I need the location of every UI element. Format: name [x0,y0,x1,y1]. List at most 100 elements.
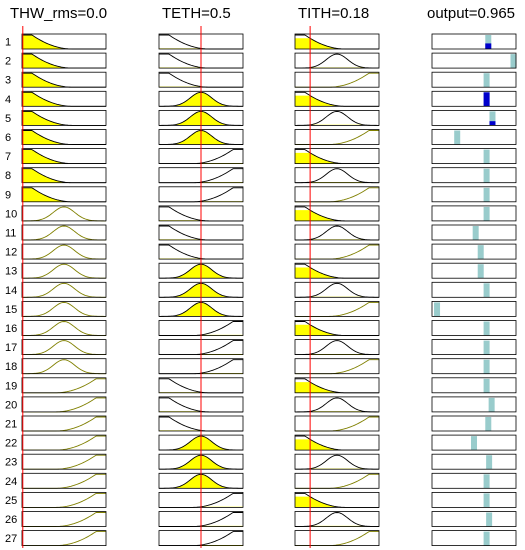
mf-box-thw [21,281,107,298]
mf-box-thw [21,300,107,317]
activation-fill [22,92,106,107]
rule-number: 25 [5,495,17,507]
rule-row-10: 10 [5,205,517,222]
membership-curve-high [295,187,379,203]
mf-box-tith [294,110,380,126]
rule-row-12: 12 [5,243,517,260]
activation-fill [22,187,106,202]
mf-box-tith [294,472,380,489]
output-box [431,377,517,394]
header-thw: THW_rms=0.0 [10,5,107,22]
rule-number: 22 [5,438,17,450]
activation-fill [295,439,379,451]
header-output: output=0.965 [427,5,515,22]
membership-curve-high [295,130,379,145]
membership-curve-high [22,531,106,547]
rule-row-15: 15 [5,300,517,317]
membership-curve-high [22,454,106,470]
output-box [431,472,517,489]
mf-box-tith [294,339,380,356]
rule-rows: 1234567891011121314151617181920212223242… [5,33,517,547]
activation-fill [22,168,106,183]
mf-box-thw [21,110,107,126]
rule-number: 19 [5,380,17,392]
output-bar [483,359,490,374]
mf-box-thw [21,377,107,394]
membership-curve-mid [295,110,379,126]
rule-row-18: 18 [5,358,517,375]
mf-box-tith [294,530,380,546]
rule-number: 4 [5,94,11,106]
rule-number: 5 [5,113,11,125]
rule-row-19: 19 [5,377,517,394]
activation-fill [295,496,379,508]
rule-number: 8 [5,170,11,182]
activation-fill [295,95,379,107]
mf-box-tith [294,300,380,317]
rule-row-20: 20 [5,396,517,413]
membership-curve-mid [22,225,106,241]
output-bar [477,245,484,260]
mf-box-thw [21,148,107,165]
output-bar [483,187,490,202]
rule-number: 26 [5,514,17,526]
output-box [431,530,517,546]
rule-number: 20 [5,399,17,411]
rule-row-26: 26 [5,511,517,527]
membership-curve-mid [22,263,106,279]
output-activation [489,121,496,126]
membership-curve-high [295,72,379,88]
rule-number: 6 [5,132,11,144]
rule-number: 17 [5,342,17,354]
mf-box-tith [294,434,380,451]
mf-box-tith [294,129,380,145]
mf-box-thw [21,205,107,222]
input-markers [22,26,311,548]
output-box [431,453,517,470]
rule-number: 18 [5,361,17,373]
activation-fill [295,267,379,279]
output-box [431,148,517,165]
output-box [431,511,517,527]
output-box [431,71,517,88]
mf-box-tith [294,205,380,222]
rule-number: 7 [5,151,11,163]
output-bar [483,168,490,183]
mf-box-thw [21,491,107,508]
membership-curve-mid [22,321,106,336]
mf-box-tith [294,262,380,279]
output-bar [485,35,492,49]
rule-row-21: 21 [5,415,517,432]
mf-box-tith [294,148,380,165]
rule-row-25: 25 [5,491,517,508]
mf-box-thw [21,320,107,336]
rule-row-22: 22 [5,434,517,451]
mf-box-thw [21,415,107,432]
output-box [431,358,517,375]
output-bar [483,73,490,88]
mf-box-tith [294,511,380,527]
activation-fill [22,73,106,88]
mf-box-tith [294,243,380,260]
membership-curve-high [295,473,379,489]
rule-row-5: 5 [5,110,517,126]
mf-box-thw [21,129,107,145]
activation-fill [22,54,106,69]
mf-box-tith [294,415,380,432]
output-bar [488,397,495,412]
activation-fill [295,210,379,221]
rule-row-6: 6 [5,129,517,145]
output-box [431,186,517,203]
mf-box-tith [294,33,380,50]
output-bar [483,531,490,546]
mf-box-thw [21,243,107,260]
rule-row-3: 3 [5,71,517,88]
output-bar [489,111,496,126]
rule-row-23: 23 [5,453,517,470]
membership-curve-mid [22,301,106,317]
membership-curve-mid [22,359,106,375]
rule-number: 10 [5,208,17,220]
mf-box-tith [294,320,380,336]
rule-number: 11 [5,228,16,240]
rule-number: 2 [5,56,11,68]
